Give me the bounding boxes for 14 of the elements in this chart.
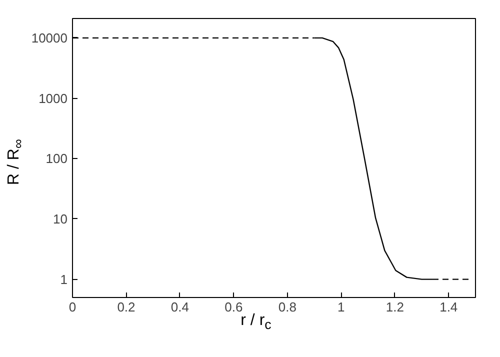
x-tick-label: 1.4 [440, 300, 458, 314]
x-tick-label: 0.8 [278, 300, 296, 314]
x-axis-title: r / r$_{c}$ [240, 312, 272, 332]
x-tick-label: 0.2 [117, 300, 136, 314]
y-tick-label: 10000 [31, 30, 68, 46]
x-tick-label: 0.6 [224, 300, 243, 314]
y-tick-label: 1000 [38, 90, 68, 106]
x-tick-label: 1.2 [386, 300, 404, 314]
y-tick-label: 1 [60, 272, 68, 287]
x-tick-label: 0.4 [170, 300, 190, 314]
x-tick-label: 0 [68, 300, 76, 314]
y-tick-label: 10 [53, 211, 68, 226]
x-tick-label: 1 [338, 300, 345, 314]
y-tick-label: 100 [46, 151, 68, 166]
